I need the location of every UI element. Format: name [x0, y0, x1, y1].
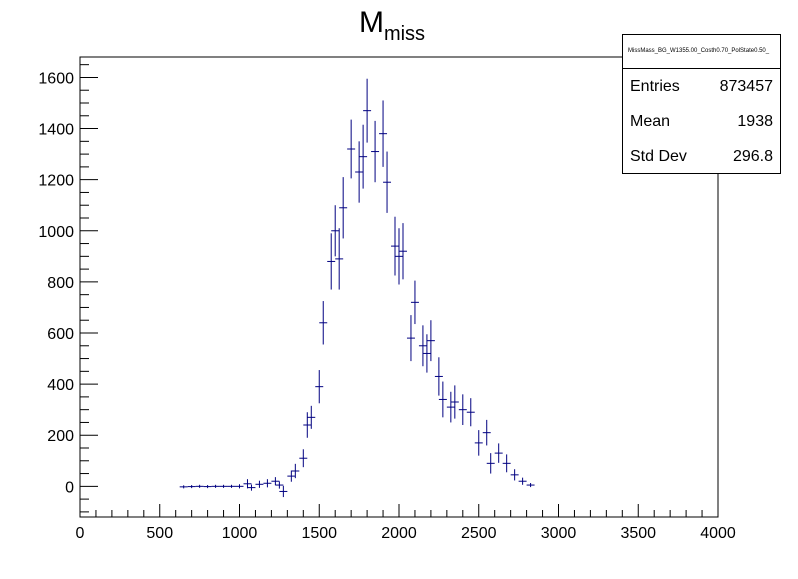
y-tick-label: 0: [65, 479, 74, 496]
data-point: [391, 216, 399, 276]
chart-title-subscript: miss: [384, 23, 425, 45]
data-point: [518, 477, 527, 485]
data-point: [307, 405, 316, 429]
data-point: [339, 177, 348, 239]
y-tick-label: 400: [47, 377, 74, 394]
chart-title: Mmiss: [359, 6, 425, 45]
data-point: [450, 385, 459, 419]
y-tick-label: 200: [47, 428, 74, 445]
stats-mean-label: Mean: [630, 112, 671, 130]
stats-stddev-value: 296.8: [732, 147, 773, 165]
x-tick-label: 3500: [620, 525, 656, 542]
data-point: [299, 449, 308, 468]
data-point: [474, 430, 483, 456]
data-point: [418, 325, 427, 367]
data-point: [399, 223, 407, 280]
data-point: [355, 141, 364, 203]
stats-row-stddev: Std Dev 296.8: [623, 139, 780, 174]
chart-title-main: M: [359, 6, 384, 39]
data-point: [410, 280, 419, 325]
data-point: [502, 454, 511, 473]
x-tick-label: 0: [76, 525, 85, 542]
data-point: [379, 100, 388, 167]
data-point: [347, 119, 356, 179]
data-point: [203, 485, 212, 489]
x-axis: 0 500 1000 1500 2000 2500 3000 3500 4000: [76, 504, 736, 542]
data-point: [359, 124, 368, 189]
data-point: [271, 477, 280, 486]
y-tick-label: 1400: [38, 122, 74, 139]
data-point: [263, 479, 272, 488]
x-tick-label: 500: [146, 525, 173, 542]
data-point: [275, 481, 284, 489]
data-point: [363, 78, 372, 143]
data-point: [371, 120, 380, 183]
data-point: [446, 391, 455, 423]
stats-row-entries: Entries 873457: [623, 69, 780, 104]
y-axis: 0 200 400 600 800 1000 1200 1400 1600: [38, 64, 98, 513]
data-point: [247, 484, 256, 491]
stats-row-mean: Mean 1938: [623, 104, 780, 139]
data-point: [279, 485, 288, 498]
x-tick-label: 1000: [222, 525, 258, 542]
y-tick-label: 1200: [38, 173, 74, 190]
data-point: [526, 483, 535, 488]
data-point: [434, 357, 443, 396]
y-tick-label: 1600: [38, 70, 74, 87]
x-tick-label: 3000: [541, 525, 577, 542]
data-point: [187, 485, 196, 489]
data-point: [235, 484, 244, 489]
data-point: [255, 480, 264, 488]
data-point: [438, 381, 447, 418]
data-point: [315, 370, 324, 404]
data-point: [219, 484, 228, 488]
data-point: [383, 151, 392, 213]
stats-entries-label: Entries: [630, 77, 680, 95]
data-point: [331, 205, 340, 257]
data-point: [287, 470, 296, 482]
stats-mean-value: 1938: [737, 112, 773, 130]
data-point: [395, 228, 403, 285]
data-point: [303, 412, 312, 438]
data-point: [466, 398, 475, 427]
x-tick-label: 2000: [381, 525, 417, 542]
stats-stddev-label: Std Dev: [630, 147, 687, 165]
data-point: [327, 233, 336, 290]
stats-entries-value: 873457: [719, 77, 773, 95]
data-point: [195, 484, 204, 488]
data-point: [422, 334, 431, 373]
data-point: [319, 301, 328, 345]
stats-histogram-name: MissMass_BG_W1355.00_Costh0.70_PolState0…: [623, 35, 780, 69]
data-point: [510, 469, 519, 481]
data-point: [179, 485, 188, 489]
x-tick-label: 4000: [700, 525, 736, 542]
x-tick-label: 1500: [301, 525, 337, 542]
data-point: [482, 419, 491, 446]
data-point: [227, 484, 236, 488]
x-tick-label: 2500: [461, 525, 497, 542]
data-point: [406, 315, 415, 362]
data-point: [243, 479, 252, 489]
data-points: [179, 78, 535, 498]
y-tick-label: 800: [47, 275, 74, 292]
y-tick-label: 600: [47, 326, 74, 343]
y-tick-label: 1000: [38, 224, 74, 241]
data-point: [291, 463, 300, 479]
data-point: [211, 484, 220, 488]
data-point: [458, 394, 467, 425]
data-point: [494, 443, 503, 463]
stats-box: MissMass_BG_W1355.00_Costh0.70_PolState0…: [622, 34, 781, 174]
data-point: [335, 228, 344, 290]
data-point: [486, 453, 495, 474]
data-point: [426, 320, 435, 362]
